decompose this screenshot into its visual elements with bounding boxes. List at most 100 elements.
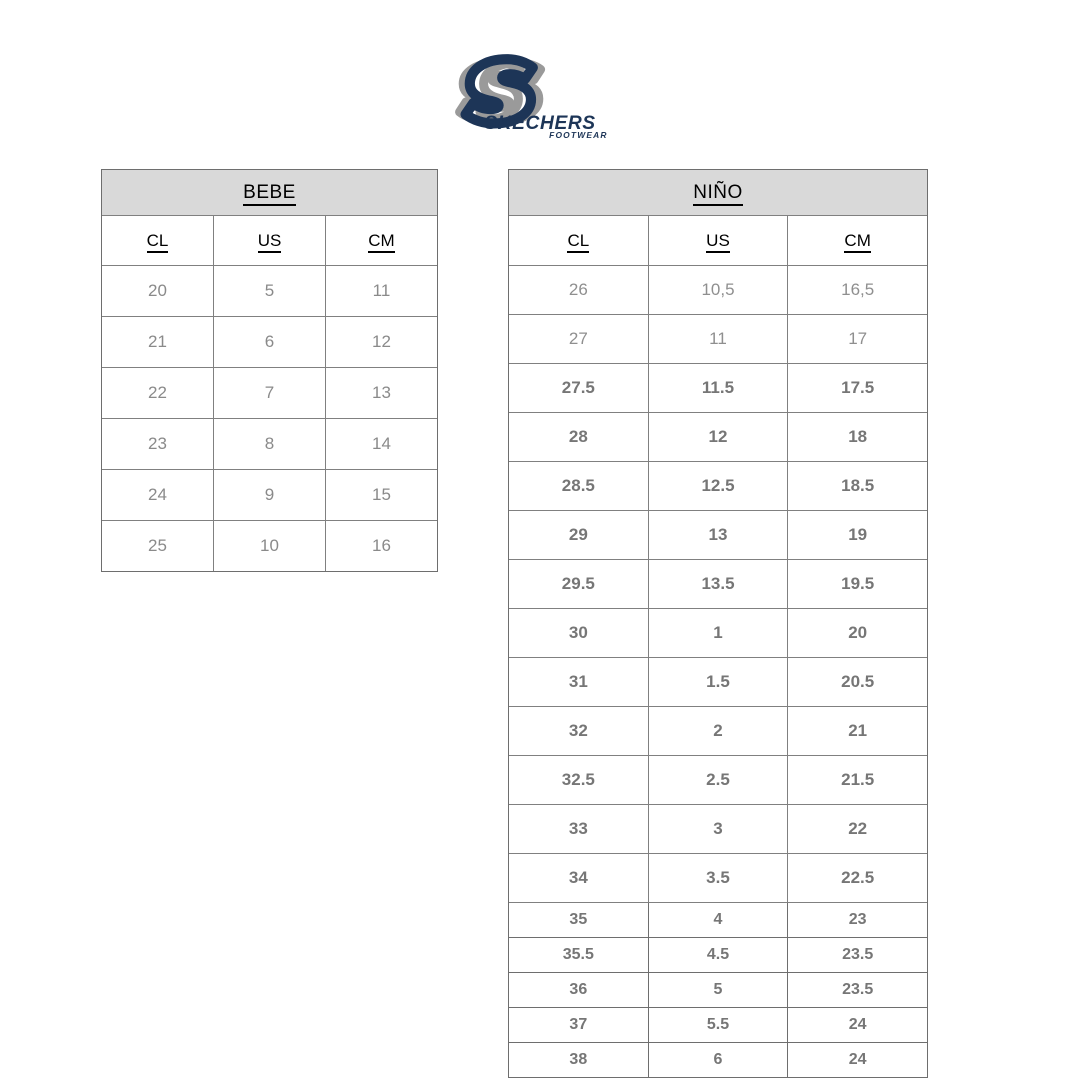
footwear-tagline-text: FOOTWEAR [549, 130, 608, 139]
table-row: 29 13 19 [508, 510, 928, 560]
cell-cl: 23 [101, 418, 214, 470]
size-table-nino: NIÑO CL US CM 26 10,5 16,5 27 11 17 27. [508, 169, 928, 1078]
cell-us: 10 [213, 520, 326, 572]
cell-us: 4.5 [647, 937, 789, 973]
cell-cl: 34 [508, 853, 649, 903]
column-header-cm: CM [325, 215, 438, 266]
cell-us: 11 [647, 314, 789, 364]
table-body-nino: 26 10,5 16,5 27 11 17 27.5 11.5 17.5 28 … [508, 265, 928, 1078]
table-row: 25 10 16 [101, 520, 438, 572]
table-title-row: BEBE [101, 169, 438, 216]
cell-cm: 20.5 [787, 657, 928, 707]
table-row: 27.5 11.5 17.5 [508, 363, 928, 413]
table-row: 34 3.5 22.5 [508, 853, 928, 903]
cell-cl: 36 [508, 972, 649, 1008]
cell-cm: 18 [787, 412, 928, 462]
table-row: 22 7 13 [101, 367, 438, 419]
cell-us: 3 [647, 804, 789, 854]
table-row: 26 10,5 16,5 [508, 265, 928, 315]
table-title-row: NIÑO [508, 169, 928, 216]
table-row: 38 6 24 [508, 1042, 928, 1078]
cell-us: 6 [647, 1042, 789, 1078]
cell-cl: 29 [508, 510, 649, 560]
cell-cl: 26 [508, 265, 649, 315]
column-header-cm-label: CM [368, 230, 395, 253]
column-header-cm: CM [787, 215, 928, 266]
table-row: 36 5 23.5 [508, 972, 928, 1008]
column-header-us-label: US [706, 230, 730, 253]
cell-cm: 12 [325, 316, 438, 368]
table-row: 20 5 11 [101, 265, 438, 317]
cell-cl: 35.5 [508, 937, 649, 973]
table-row: 28.5 12.5 18.5 [508, 461, 928, 511]
cell-us: 12.5 [647, 461, 789, 511]
cell-cm: 18.5 [787, 461, 928, 511]
cell-us: 11.5 [647, 363, 789, 413]
column-header-cl-label: CL [567, 230, 590, 253]
table-row: 29.5 13.5 19.5 [508, 559, 928, 609]
cell-cm: 23.5 [787, 937, 928, 973]
table-row: 30 1 20 [508, 608, 928, 658]
cell-cm: 16,5 [787, 265, 928, 315]
cell-cl: 31 [508, 657, 649, 707]
cell-us: 3.5 [647, 853, 789, 903]
cell-us: 6 [213, 316, 326, 368]
cell-cm: 21.5 [787, 755, 928, 805]
cell-cm: 19 [787, 510, 928, 560]
cell-cm: 24 [787, 1007, 928, 1043]
cell-us: 5 [213, 265, 326, 317]
table-body-bebe: 20 5 11 21 6 12 22 7 13 23 8 14 24 9 15 … [101, 265, 438, 572]
skechers-wordmark-text: SKECHERS [484, 113, 595, 134]
cell-us: 5.5 [647, 1007, 789, 1043]
cell-us: 1 [647, 608, 789, 658]
cell-cm: 13 [325, 367, 438, 419]
column-header-us: US [213, 215, 326, 266]
table-column-header-row: CL US CM [508, 215, 928, 266]
column-header-cl: CL [101, 215, 214, 266]
column-header-us: US [647, 215, 789, 266]
cell-cl: 30 [508, 608, 649, 658]
table-row: 28 12 18 [508, 412, 928, 462]
brand-logo: SKECHERS FOOTWEAR [0, 52, 1080, 140]
cell-us: 7 [213, 367, 326, 419]
cell-cl: 21 [101, 316, 214, 368]
table-title-bebe-label: BEBE [243, 181, 296, 206]
cell-cl: 22 [101, 367, 214, 419]
skechers-s-logo-icon: SKECHERS FOOTWEAR [450, 52, 630, 140]
table-row: 32 2 21 [508, 706, 928, 756]
table-column-header-row: CL US CM [101, 215, 438, 266]
cell-cm: 20 [787, 608, 928, 658]
cell-us: 1.5 [647, 657, 789, 707]
cell-us: 12 [647, 412, 789, 462]
cell-cm: 23.5 [787, 972, 928, 1008]
cell-cm: 22.5 [787, 853, 928, 903]
cell-us: 5 [647, 972, 789, 1008]
cell-cl: 32.5 [508, 755, 649, 805]
table-row: 31 1.5 20.5 [508, 657, 928, 707]
cell-cm: 17.5 [787, 363, 928, 413]
table-row: 35.5 4.5 23.5 [508, 937, 928, 973]
cell-us: 9 [213, 469, 326, 521]
cell-cl: 32 [508, 706, 649, 756]
cell-cm: 17 [787, 314, 928, 364]
table-title-nino-label: NIÑO [693, 181, 743, 206]
cell-us: 2.5 [647, 755, 789, 805]
cell-cl: 28.5 [508, 461, 649, 511]
cell-cm: 14 [325, 418, 438, 470]
table-title-bebe: BEBE [101, 169, 438, 216]
cell-us: 13 [647, 510, 789, 560]
cell-cm: 24 [787, 1042, 928, 1078]
cell-cl: 24 [101, 469, 214, 521]
cell-us: 13.5 [647, 559, 789, 609]
cell-cl: 35 [508, 902, 649, 938]
table-row: 37 5.5 24 [508, 1007, 928, 1043]
table-row: 33 3 22 [508, 804, 928, 854]
column-header-cm-label: CM [844, 230, 871, 253]
cell-cl: 33 [508, 804, 649, 854]
cell-cm: 11 [325, 265, 438, 317]
column-header-us-label: US [257, 230, 282, 253]
cell-cm: 22 [787, 804, 928, 854]
column-header-cl: CL [508, 215, 649, 266]
cell-cm: 21 [787, 706, 928, 756]
cell-cl: 28 [508, 412, 649, 462]
